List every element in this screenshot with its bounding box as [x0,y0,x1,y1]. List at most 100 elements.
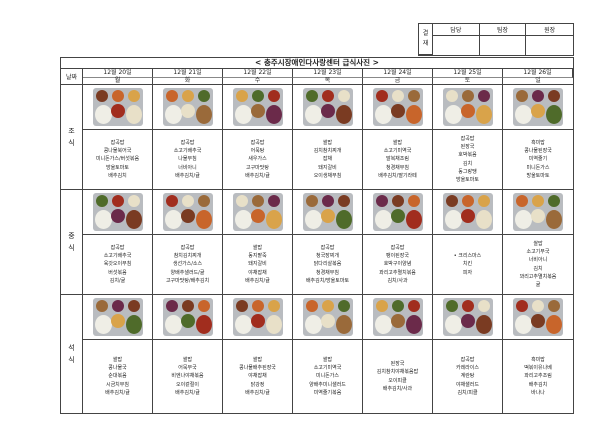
meal-photo[interactable] [503,295,573,340]
menu-item: 쌀밥 [252,244,263,251]
menu-item: 닭강정 [250,381,265,388]
meal-photo[interactable] [433,85,502,130]
tray-image [162,88,213,126]
food-item [374,210,392,229]
menu-item: 카레라이스 [455,365,479,372]
tray-image [232,193,283,231]
menu-item: 배추김치 [108,172,127,179]
meal-cell: 잡곡밥 참치김치찌개 생선가스/소스 양배추샐러드/귤 고구마맛탕/배추김치 [153,190,223,294]
menu-item: 소고기배추국 [173,148,202,155]
menu-item: 고구마맛탕/배추김치 [165,277,210,284]
tray-image [92,88,143,126]
meal-photo[interactable] [153,85,222,130]
tray-image [302,88,353,126]
sign-manager[interactable] [480,36,527,55]
meal-photo[interactable] [293,190,362,235]
sign-director[interactable] [526,36,573,55]
menu-item: 쌀밥 [392,139,403,146]
meal-cell: 쌀밥 소고기무국 너비아니 김치 꽈리고추멸치볶음 귤 [503,190,573,294]
meal-photo[interactable] [223,295,292,340]
meal-photo[interactable] [503,85,573,130]
meal-photo[interactable] [363,190,432,235]
food-item [407,300,420,312]
meal-photo[interactable] [153,190,222,235]
food-item [546,315,562,334]
food-item [251,195,264,207]
food-item [111,300,124,312]
meal-row: 조 식 잡곡밥 콩나물북어국 미니돈가스/버섯볶음 방울토마토 배추김치 잡곡밥 소고기배추국 나… [61,85,573,190]
meal-photo[interactable] [293,295,362,340]
meal-photo[interactable] [153,295,222,340]
meal-photo[interactable] [363,85,432,130]
meal-photo[interactable] [503,190,573,235]
meal-photo[interactable] [363,295,432,340]
food-item [265,210,282,229]
food-item [265,315,282,334]
meal-cell: 쌀밥 콩나물배추된장국 야채잡채 닭강정 배추김치/귤 [223,295,293,413]
meal-photo[interactable] [433,190,502,235]
food-item [461,300,474,312]
menu-item: 잡곡밥 [460,356,475,363]
food-item [195,210,212,229]
menu-item: 야채잡채 [248,373,267,380]
menu-item: 김치/귤 [109,277,126,284]
meal-cell: 잡곡밥 콩나물북어국 미니돈가스/버섯볶음 방울토마토 배추김치 [83,85,153,189]
meal-photo[interactable] [83,295,152,340]
meal-cell: 잡곡밥 된장국 호박볶음 김치 동그랑땡 방울토마토 [433,85,503,189]
menu-list: 잡곡밥 된장국 호박볶음 김치 동그랑땡 방울토마토 [433,130,502,189]
menu-item: 미니돈가스/버섯볶음 [95,156,140,163]
food-item [532,300,544,312]
food-item [320,209,335,223]
menu-item: 미역줄기 [528,156,548,163]
menu-item: 잡곡밥 [250,139,265,146]
food-item [321,90,334,102]
meal-photo[interactable] [83,85,152,130]
weekday-cell: 월 [83,78,153,84]
food-item [516,195,528,207]
food-item [445,90,458,102]
weekday-cell: 목 [293,78,363,84]
meal-cell: 쌀밥 콩나물국 순대볶음 시금치무침 배추김치/귤 [83,295,153,413]
food-item [181,90,194,102]
role-director: 원장 [526,24,573,36]
meal-cell: 잡곡밥 팽이된장국 호박구이양념 꽈리고추멸치볶음 김치/사과 [363,190,433,294]
meal-cell: 쌀밥 김치참치찌개 잡채 돼지갈비 오이생채무침 [293,85,363,189]
food-item [546,105,562,124]
menu-item: 배추김치 [528,381,548,388]
tray-image [302,193,353,231]
menu-item: 잡채 [322,156,333,163]
menu-item: 너비아니 [178,164,197,171]
sign-staff[interactable] [433,36,480,55]
weekday-cell: 화 [153,78,223,84]
date-cell: 12월 20일 [83,69,153,78]
food-item [391,90,404,102]
food-item [235,195,248,207]
menu-item: 말복채조림 [385,156,409,163]
meal-row: 석 식 쌀밥 콩나물국 순대볶음 시금치무침 배추김치/귤 쌀밥 어묵무국 비엔나야채볶음 오이겉절… [61,295,573,413]
menu-item: 방울토마토 [455,176,479,183]
food-item [548,300,560,312]
menu-item: 미니돈가스 [315,373,339,380]
menu-item: 새우가스 [248,156,267,163]
food-item [391,300,404,312]
food-item [234,105,252,124]
meal-photo[interactable] [223,190,292,235]
food-item [195,105,212,124]
menu-list: 잡곡밥 청국장찌개 닭다리살볶음 청경채무침 배추김치/방울토마토 [293,235,362,294]
meal-photo[interactable] [83,190,152,235]
menu-item: 청경채무침 [385,164,409,171]
meal-photo[interactable] [293,85,362,130]
menu-list: 쌀밥 소고기미역국 말복채조림 청경채무침 배추김치/딸기라떼 [363,130,432,189]
role-manager: 팀장 [479,24,527,36]
food-item [444,105,462,124]
menu-item: 배추김치/귤 [245,389,270,396]
menu-item: 떡볶이유나베 [524,365,552,372]
menu-item: 콩나물배추된장국 [239,365,276,372]
menu-list: 쌀밥 어묵무국 비엔나야채볶음 오이겉절이 배추김치/귤 [153,340,222,413]
meal-photo[interactable] [223,85,292,130]
meal-label-char: 석 [68,344,75,352]
food-item [461,195,474,207]
date-cell: 12월 26일 [503,69,573,78]
meal-photo[interactable] [433,295,502,340]
